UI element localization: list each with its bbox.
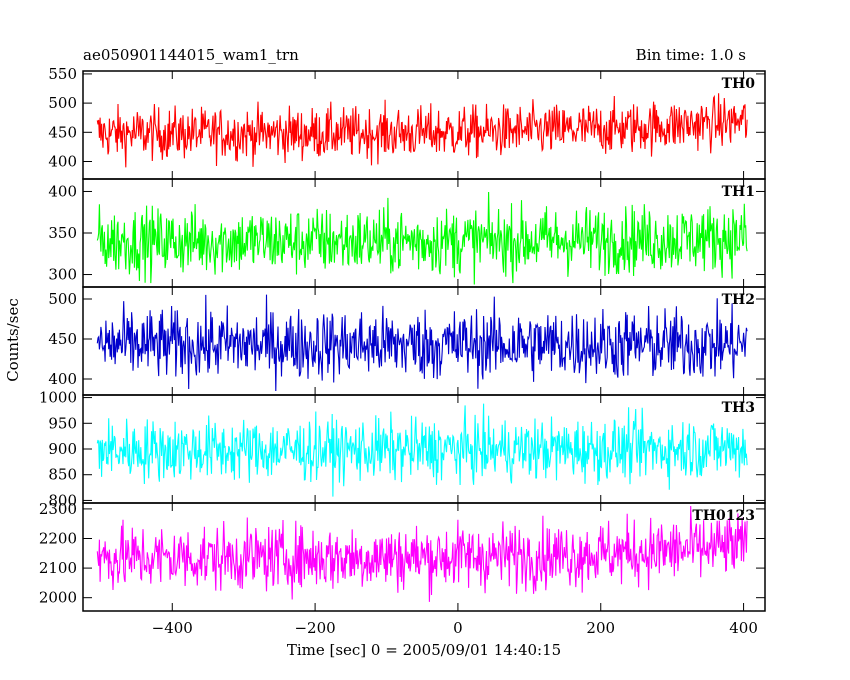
y-tick-label: 550: [48, 65, 77, 83]
panel-th2: 400 450 500 TH2: [48, 286, 766, 396]
panel-label: TH0123: [692, 508, 755, 524]
y-tick-label: 950: [48, 414, 77, 432]
series-th0123: [96, 505, 748, 602]
y-tick-label: 800: [48, 491, 77, 509]
y-tick-label: 2000: [39, 589, 77, 607]
y-axis-label: Counts/sec: [4, 298, 22, 382]
y-tick-label: 1000: [39, 389, 77, 407]
y-tick-label: 450: [48, 330, 77, 348]
panel-label: TH2: [722, 292, 755, 308]
x-axis-label: Time [sec] 0 = 2005/09/01 14:40:15: [287, 641, 561, 659]
y-tick-label: 2200: [39, 530, 77, 548]
y-tick-label: 400: [48, 370, 77, 388]
panel-label: TH3: [722, 400, 755, 416]
x-tick-label: 400: [729, 619, 758, 637]
x-tick-label: −200: [294, 619, 335, 637]
y-tick-label: 500: [48, 290, 77, 308]
panel-frame: [82, 502, 766, 612]
y-tick-label: 500: [48, 94, 77, 112]
chart-title: ae050901144015_wam1_trn: [83, 46, 299, 64]
y-tick-label: 2300: [39, 500, 77, 518]
x-axis: −400 −200 0 200 400: [152, 619, 758, 637]
y-tick-label: 400: [48, 152, 77, 170]
y-tick-label: 900: [48, 440, 77, 458]
panel-th0123: 2000 2100 2200 2300 TH0123: [39, 500, 766, 612]
series-th2: [96, 294, 748, 392]
x-tick-label: −400: [152, 619, 193, 637]
panel-frame: [82, 70, 766, 180]
panel-label: TH1: [722, 184, 755, 200]
x-tick-label: 200: [586, 619, 615, 637]
panels-group: 400 450 500 550 TH0 300 350 400 TH1 400 450 500 TH2 8…: [39, 65, 766, 612]
series-th0: [96, 93, 748, 168]
y-tick-label: 400: [48, 182, 77, 200]
series-th3: [96, 403, 748, 497]
x-tick-label: 0: [453, 619, 463, 637]
y-tick-label: 450: [48, 123, 77, 141]
panel-th3: 800 850 900 950 1000 TH3: [39, 389, 766, 509]
panel-th0: 400 450 500 550 TH0: [48, 65, 766, 180]
y-tick-label: 350: [48, 224, 77, 242]
y-tick-label: 2100: [39, 559, 77, 577]
y-tick-label: 300: [48, 266, 77, 284]
y-tick-label: 850: [48, 466, 77, 484]
panel-label: TH0: [722, 76, 756, 92]
series-th1: [96, 191, 748, 285]
panel-th1: 300 350 400 TH1: [48, 178, 766, 288]
bin-time-label: Bin time: 1.0 s: [636, 46, 746, 64]
